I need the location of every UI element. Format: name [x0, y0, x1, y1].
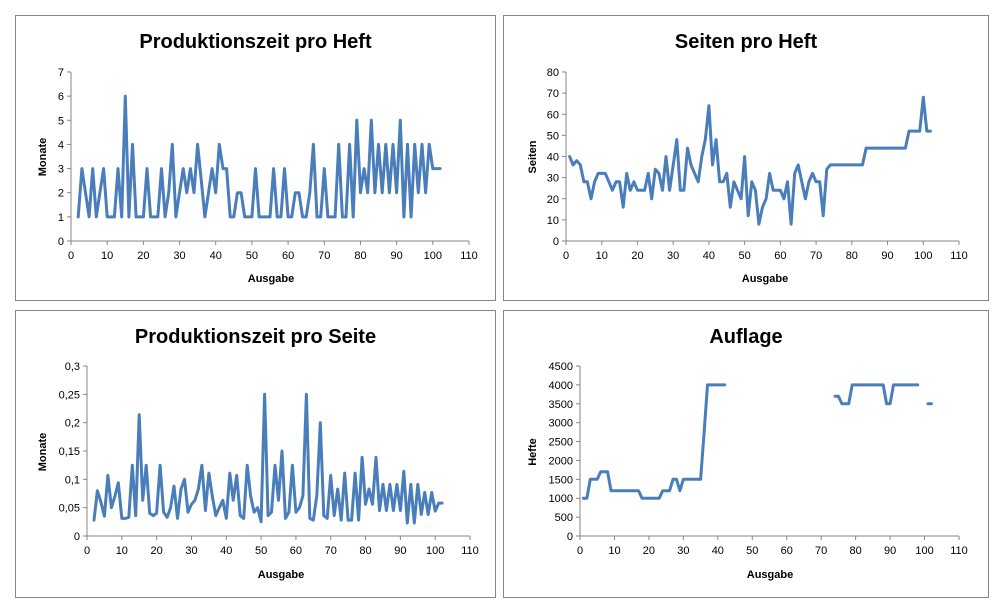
chart-panel-produktionszeit-pro-seite: Produktionszeit pro Seite Ausgabe Monate [15, 310, 496, 598]
x-tick-label: 60 [774, 250, 786, 262]
y-tick-label: 3 [58, 164, 64, 176]
series-line [833, 383, 920, 406]
y-tick-label: 500 [555, 512, 573, 524]
y-tick-label: 4000 [549, 380, 573, 392]
y-tick-label: 1500 [549, 474, 573, 486]
x-tick-label: 10 [596, 250, 608, 262]
y-tick-label: 6 [58, 91, 64, 103]
y-tick-label: 10 [547, 215, 559, 227]
x-tick-label: 20 [137, 250, 149, 262]
x-tick-label: 110 [461, 545, 479, 557]
y-tick-label: 3500 [549, 399, 573, 411]
x-tick-label: 30 [185, 545, 197, 557]
x-tick-label: 50 [739, 250, 751, 262]
y-tick-label: 4500 [549, 361, 573, 373]
y-tick-label: 5 [58, 115, 64, 127]
x-tick-label: 50 [746, 545, 758, 557]
y-tick-label: 20 [547, 194, 559, 206]
x-tick-label: 40 [712, 545, 724, 557]
y-tick-label: 0 [567, 531, 573, 543]
chart-title: Seiten pro Heft [674, 31, 818, 53]
x-tick-label: 90 [881, 250, 893, 262]
x-axis-label: Ausgabe [247, 273, 295, 285]
y-tick-label: 1 [58, 212, 64, 224]
x-tick-label: 80 [850, 545, 862, 557]
x-tick-label: 80 [354, 250, 366, 262]
y-tick-label: 4 [58, 139, 64, 151]
x-tick-label: 40 [703, 250, 715, 262]
x-tick-label: 20 [631, 250, 643, 262]
x-tick-label: 60 [781, 545, 793, 557]
x-axis-label: Ausgabe [741, 273, 789, 285]
x-tick-label: 10 [116, 545, 128, 557]
y-tick-label: 70 [547, 88, 559, 100]
x-tick-label: 100 [426, 545, 444, 557]
x-tick-label: 110 [950, 250, 968, 262]
chart-title: Auflage [709, 326, 783, 348]
x-tick-label: 90 [391, 250, 403, 262]
x-tick-label: 30 [173, 250, 185, 262]
x-tick-label: 100 [915, 545, 933, 557]
x-tick-label: 90 [394, 545, 406, 557]
x-tick-label: 70 [810, 250, 822, 262]
x-tick-label: 50 [255, 545, 267, 557]
x-tick-label: 70 [318, 250, 330, 262]
y-tick-label: 7 [58, 67, 64, 79]
y-tick-label: 0,05 [59, 503, 80, 515]
x-axis-label: Ausgabe [257, 569, 305, 581]
x-tick-label: 80 [846, 250, 858, 262]
y-tick-label: 30 [547, 173, 559, 185]
series-line [92, 392, 444, 525]
x-tick-label: 100 [424, 250, 442, 262]
x-tick-label: 0 [577, 545, 583, 557]
y-tick-label: 0 [553, 236, 559, 248]
x-tick-label: 70 [325, 545, 337, 557]
x-tick-label: 70 [815, 545, 827, 557]
y-tick-label: 0 [74, 531, 80, 543]
x-tick-label: 20 [643, 545, 655, 557]
y-tick-label: 0,1 [65, 474, 80, 486]
x-tick-label: 60 [282, 250, 294, 262]
chart-panel-auflage: Auflage Ausgabe Hefte [503, 310, 989, 598]
x-tick-label: 100 [914, 250, 932, 262]
y-tick-label: 0,2 [65, 418, 80, 430]
series-line [76, 94, 442, 219]
x-tick-label: 30 [677, 545, 689, 557]
y-tick-label: 2500 [549, 437, 573, 449]
x-tick-label: 20 [151, 545, 163, 557]
x-tick-label: 10 [608, 545, 620, 557]
y-tick-label: 50 [547, 130, 559, 142]
x-tick-label: 0 [84, 545, 90, 557]
series-line [568, 95, 932, 226]
series-line [581, 383, 727, 500]
y-tick-label: 40 [547, 152, 559, 164]
x-tick-label: 80 [359, 545, 371, 557]
y-tick-label: 3000 [549, 418, 573, 430]
x-tick-label: 110 [950, 545, 968, 557]
x-tick-label: 110 [460, 250, 478, 262]
chart-title: Produktionszeit pro Heft [139, 31, 372, 53]
x-tick-label: 40 [220, 545, 232, 557]
y-tick-label: 60 [547, 109, 559, 121]
x-tick-label: 50 [246, 250, 258, 262]
y-tick-label: 0,3 [65, 361, 80, 373]
x-tick-label: 0 [68, 250, 74, 262]
y-tick-label: 80 [547, 67, 559, 79]
x-tick-label: 30 [667, 250, 679, 262]
chart-title: Produktionszeit pro Seite [134, 326, 377, 348]
x-tick-label: 60 [290, 545, 302, 557]
y-tick-label: 0,25 [59, 389, 80, 401]
y-tick-label: 2000 [549, 455, 573, 467]
y-tick-label: 0,15 [59, 446, 80, 458]
x-tick-label: 90 [884, 545, 896, 557]
x-tick-label: 40 [210, 250, 222, 262]
x-tick-label: 10 [101, 250, 113, 262]
y-tick-label: 2 [58, 188, 64, 200]
y-tick-label: 1000 [549, 493, 573, 505]
x-axis-label: Ausgabe [746, 569, 794, 581]
x-tick-label: 0 [563, 250, 569, 262]
y-tick-label: 0 [58, 236, 64, 248]
